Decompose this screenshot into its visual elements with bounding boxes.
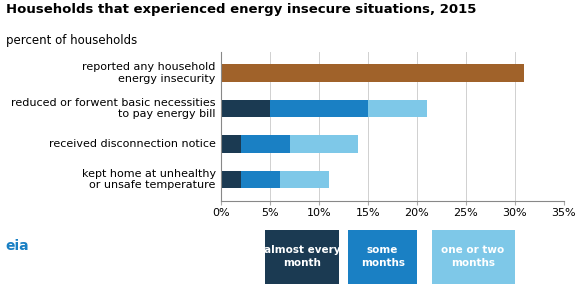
Bar [280, 171, 329, 189]
Text: percent of households: percent of households [6, 34, 137, 47]
Bar [241, 135, 290, 153]
Text: Households that experienced energy insecure situations, 2015: Households that experienced energy insec… [6, 3, 476, 16]
Bar [270, 100, 368, 117]
Bar [290, 135, 358, 153]
Bar [368, 100, 427, 117]
Text: some
months: some months [361, 245, 405, 268]
Bar [221, 171, 241, 189]
Bar [221, 100, 270, 117]
Text: almost every
month: almost every month [264, 245, 340, 268]
Text: one or two
months: one or two months [442, 245, 505, 268]
Bar [221, 135, 241, 153]
Bar [221, 64, 524, 82]
Text: eia: eia [6, 238, 29, 253]
Bar [241, 171, 280, 189]
